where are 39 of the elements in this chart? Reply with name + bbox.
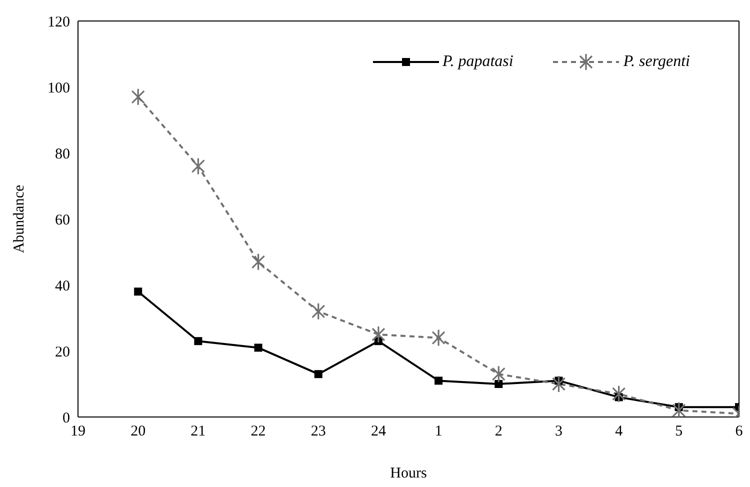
point — [312, 302, 326, 320]
point — [194, 337, 202, 346]
point — [134, 288, 142, 296]
y-tick-label: 20 — [55, 344, 70, 360]
point — [191, 157, 205, 175]
point — [254, 344, 262, 352]
x-tick-label: 22 — [250, 424, 266, 440]
y-tick-label: 100 — [48, 80, 70, 96]
x-tick-label: 3 — [554, 424, 562, 440]
y-tick-label: 80 — [55, 146, 70, 162]
y-axis-title: Abundance — [11, 184, 28, 254]
point — [492, 365, 506, 383]
y-tick-label: 60 — [55, 212, 70, 228]
x-tick-label: 6 — [735, 424, 744, 440]
point — [432, 329, 446, 347]
x-tick-label: 20 — [130, 424, 146, 440]
point — [672, 402, 686, 417]
point — [314, 370, 322, 378]
point — [552, 375, 566, 393]
y-tick-label: 120 — [48, 14, 70, 30]
y-tick-label: 0 — [62, 410, 70, 426]
x-tick-label: 4 — [615, 424, 624, 440]
point — [251, 253, 266, 271]
x-axis-title: Hours — [390, 466, 427, 482]
x-tick-label: 2 — [494, 424, 502, 440]
x-tick-label: 24 — [370, 424, 386, 440]
legend-label: P. sergenti — [623, 53, 690, 71]
point — [372, 326, 386, 344]
point — [434, 376, 443, 385]
y-tick-label: 40 — [55, 278, 70, 294]
x-tick-label: 5 — [675, 424, 683, 440]
x-tick-label: 19 — [70, 424, 86, 440]
point — [131, 88, 145, 106]
point — [612, 385, 626, 403]
x-tick-label: 23 — [310, 424, 326, 440]
x-tick-label: 1 — [434, 424, 442, 440]
point — [494, 380, 503, 388]
x-tick-label: 21 — [190, 424, 206, 440]
legend-label: P. papatasi — [442, 53, 514, 71]
